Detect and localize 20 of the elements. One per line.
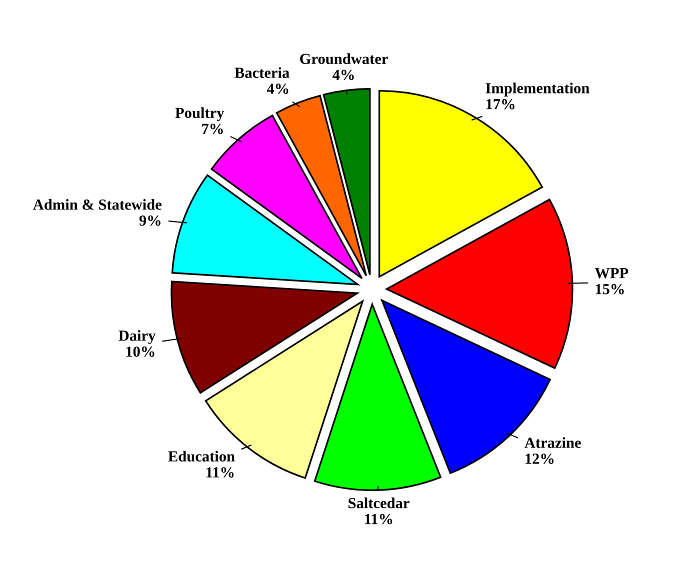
data-label: 11% (206, 467, 234, 478)
data-label: 10% (126, 346, 154, 357)
slice-label: Implementation (486, 82, 590, 96)
data-label: 4% (266, 84, 288, 94)
data-label: 12% (526, 454, 554, 464)
data-label: 17% (486, 99, 514, 110)
slice-label: Bacteria (234, 67, 290, 78)
data-label: 7% (202, 124, 223, 134)
slice-label: Atrazine (524, 437, 581, 448)
data-label: 9% (139, 215, 160, 226)
data-label: 4% (332, 70, 354, 80)
slice-label: Dairy (118, 330, 156, 344)
slice-label: Admin & Statewide (33, 199, 162, 210)
data-label: 15% (596, 284, 624, 294)
slice-label: Groundwater (300, 53, 388, 64)
slice-label: Saltcedar (348, 498, 410, 508)
slice-label: Poultry (175, 107, 224, 122)
slice-label: Education (168, 450, 235, 462)
slice-label: WPP (594, 268, 628, 278)
data-label: 11% (365, 514, 392, 524)
